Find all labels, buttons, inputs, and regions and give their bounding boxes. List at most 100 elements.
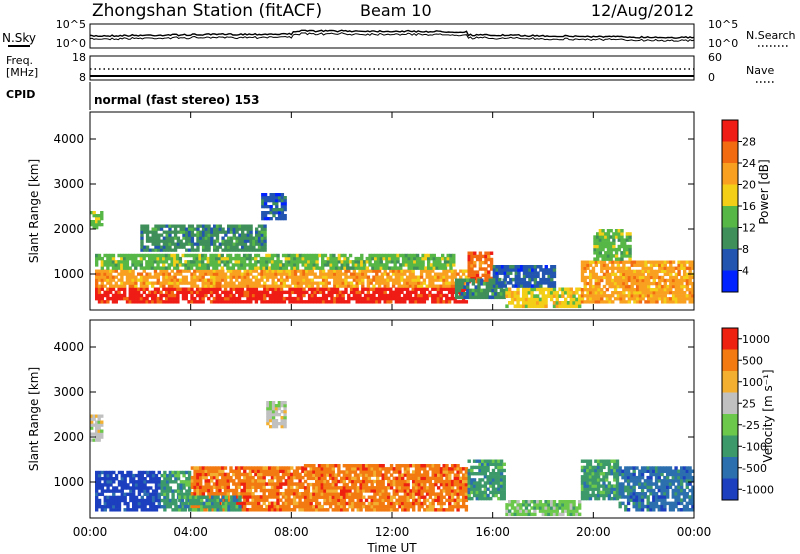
- data-cell-5: [478, 493, 482, 498]
- data-cell-2: [178, 256, 183, 261]
- data-cell-3: [442, 467, 446, 471]
- data-cell-3: [340, 498, 344, 503]
- data-cell-11: [207, 230, 211, 234]
- data-cell-7: [669, 269, 673, 274]
- data-cell-0: [123, 483, 127, 487]
- data-cell-0: [442, 300, 446, 304]
- data-cell-0: [157, 501, 161, 506]
- data-cell-1: [181, 281, 186, 285]
- data-cell-5: [467, 490, 471, 495]
- data-cell-2: [150, 253, 155, 258]
- data-cell-4: [494, 292, 498, 296]
- data-cell-4: [454, 295, 459, 300]
- data-cell-3: [381, 489, 385, 493]
- data-cell-0: [223, 296, 228, 301]
- data-cell-5: [569, 297, 573, 302]
- data-cell-3: [342, 479, 347, 484]
- data-cell-1: [166, 505, 170, 509]
- data-cell-0: [330, 293, 334, 298]
- data-cell-0: [137, 489, 142, 493]
- data-cell-0: [223, 293, 228, 298]
- data-cell-3: [378, 486, 383, 490]
- data-cell-1: [330, 275, 334, 279]
- data-cell-8: [596, 244, 600, 249]
- data-cell-2: [257, 498, 261, 502]
- data-cell-7: [611, 278, 615, 283]
- data-cell-3: [431, 476, 435, 481]
- data-cell-10: [263, 214, 268, 218]
- data-cell-0: [204, 293, 208, 298]
- data-cell-2: [354, 260, 358, 264]
- data-cell-2: [201, 260, 205, 264]
- data-cell-2: [125, 263, 130, 267]
- data-cell-7: [677, 260, 681, 264]
- data-cell-2: [245, 492, 250, 496]
- data-cell-2: [131, 253, 135, 258]
- data-cell-0: [450, 296, 455, 301]
- data-cell-0: [149, 492, 153, 497]
- data-cell-2: [265, 472, 269, 477]
- data-cell-7: [580, 300, 585, 304]
- data-cell-3: [462, 492, 466, 496]
- data-cell-7: [641, 297, 645, 301]
- data-cell-11: [168, 239, 172, 243]
- data-cell-1: [195, 278, 200, 282]
- data-cell-11: [246, 236, 250, 240]
- data-cell-2: [348, 260, 353, 264]
- data-cell-4: [183, 504, 187, 509]
- data-cell-3: [348, 489, 352, 493]
- data-cell-4: [194, 498, 198, 503]
- data-cell-7: [641, 269, 645, 274]
- data-cell-1: [128, 272, 132, 276]
- data-cell-1: [377, 284, 382, 288]
- data-cell-3: [381, 498, 385, 503]
- data-cell-3: [417, 479, 421, 484]
- data-cell-3: [359, 470, 363, 474]
- data-cell-3: [328, 489, 333, 493]
- data-cell-2: [415, 253, 420, 258]
- data-cell-5: [483, 493, 488, 498]
- data-cell-2: [243, 504, 247, 509]
- data-cell-3: [437, 486, 441, 490]
- data-cell-2: [195, 256, 199, 261]
- data-cell-3: [398, 482, 402, 487]
- data-cell-1: [201, 278, 205, 282]
- data-cell-1: [165, 269, 169, 273]
- data-cell-4: [466, 288, 470, 293]
- data-cell-2: [449, 263, 453, 267]
- data-cell-0: [414, 290, 418, 295]
- data-cell-3: [367, 504, 372, 509]
- data-cell-1: [372, 275, 376, 279]
- data-cell-3: [315, 492, 319, 496]
- data-cell-3: [392, 495, 396, 499]
- data-cell-2: [248, 472, 253, 477]
- data-cell-0: [263, 300, 267, 304]
- data-cell-3: [323, 508, 327, 512]
- data-cell-3: [425, 464, 430, 468]
- data-cell-6: [531, 265, 535, 269]
- data-cell-1: [109, 269, 113, 273]
- data-cell-2: [304, 263, 308, 267]
- data-cell-7: [589, 300, 593, 304]
- data-cell-0: [162, 287, 166, 291]
- data-cell-0: [157, 470, 161, 475]
- data-cell-1: [232, 272, 236, 276]
- data-cell-5: [491, 475, 496, 479]
- data-cell-2: [270, 475, 275, 480]
- data-cell-2: [287, 475, 291, 480]
- data-cell-0: [137, 300, 141, 304]
- data-cell-11: [176, 239, 181, 243]
- data-cell-2: [281, 469, 286, 474]
- data-cell-0: [383, 293, 387, 298]
- data-cell-1: [187, 281, 191, 285]
- data-cell-2: [215, 263, 219, 267]
- data-cell-11: [187, 242, 192, 246]
- data-cell-7: [680, 284, 684, 289]
- data-cell-8: [628, 235, 632, 239]
- data-cell-0: [229, 300, 233, 304]
- data-cell-3: [312, 489, 316, 493]
- data-cell-11: [196, 224, 200, 228]
- data-cell-3: [398, 470, 402, 474]
- data-cell-3: [395, 489, 399, 493]
- data-cell-4: [457, 288, 462, 293]
